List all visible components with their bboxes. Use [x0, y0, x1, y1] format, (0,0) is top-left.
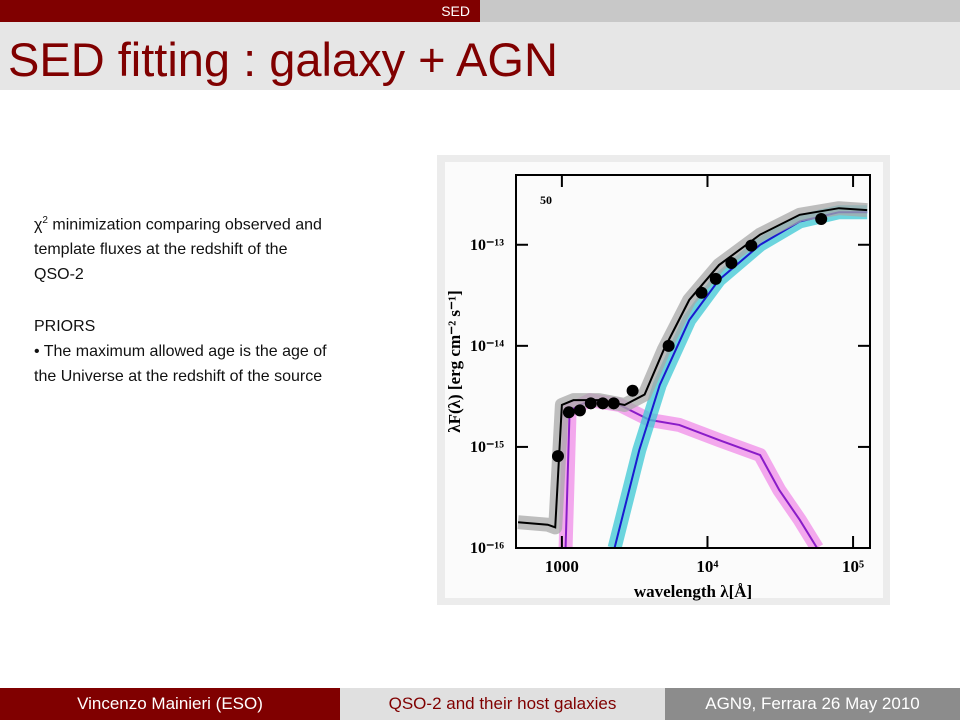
top-bar-right	[480, 0, 960, 22]
slide-body: χ2 minimization comparing observed and t…	[34, 208, 434, 389]
chi-symbol: χ	[34, 216, 43, 234]
x-tick-label: 10⁵	[842, 557, 864, 576]
data-point	[562, 406, 575, 419]
slide-title: SED fitting : galaxy + AGN	[8, 33, 558, 86]
plot-frame	[515, 174, 871, 549]
y-tick-label: 10⁻¹⁴	[470, 338, 504, 355]
section-label: SED	[441, 3, 470, 19]
x-tick-label: 1000	[545, 557, 579, 576]
y-axis-label: λF(λ) [erg cm⁻² s⁻¹]	[445, 290, 464, 433]
priors-heading: PRIORS	[34, 318, 96, 336]
data-point	[607, 397, 620, 410]
y-tick-label: 10⁻¹³	[470, 237, 504, 254]
title-bar: SED fitting : galaxy + AGN	[0, 22, 960, 90]
intro-line: QSO-2	[34, 266, 84, 284]
intro-line: χ2 minimization comparing observed and	[34, 208, 434, 237]
y-tick-label: 10⁻¹⁵	[470, 439, 504, 456]
x-axis-label: wavelength λ[Å]	[634, 582, 752, 601]
intro-line: template fluxes at the redshift of the	[34, 241, 288, 259]
data-point	[573, 404, 586, 417]
sed-figure: 10⁻¹⁶ 10⁻¹⁵ 10⁻¹⁴ 10⁻¹³ 1000 10⁴ 10⁵ wavelength…	[437, 155, 890, 605]
prior-line: the Universe at the redshift of the sour…	[34, 368, 323, 386]
intro-text: minimization comparing observed and	[52, 216, 322, 234]
data-point	[584, 397, 597, 410]
model-curve	[517, 207, 868, 529]
footer-talk: QSO-2 and their host galaxies	[340, 688, 665, 720]
data-point	[815, 212, 828, 225]
chi-superscript: 2	[42, 215, 48, 226]
data-point	[626, 384, 639, 397]
data-point	[695, 286, 708, 299]
data-point	[709, 272, 722, 285]
footer: Vincenzo Mainieri (ESO) QSO-2 and their …	[0, 688, 960, 720]
top-bar: SED	[0, 0, 480, 22]
data-point	[662, 339, 675, 352]
footer-event: AGN9, Ferrara 26 May 2010	[665, 688, 960, 720]
x-tick-label: 10⁴	[696, 557, 718, 576]
data-point	[725, 257, 738, 270]
panel-annotation: 50	[540, 193, 552, 207]
data-point	[745, 239, 758, 252]
data-point	[596, 397, 609, 410]
y-tick-label: 10⁻¹⁶	[470, 540, 504, 557]
data-point	[551, 450, 564, 463]
footer-author: Vincenzo Mainieri (ESO)	[0, 688, 340, 720]
prior-line: • The maximum allowed age is the age of	[34, 343, 327, 361]
